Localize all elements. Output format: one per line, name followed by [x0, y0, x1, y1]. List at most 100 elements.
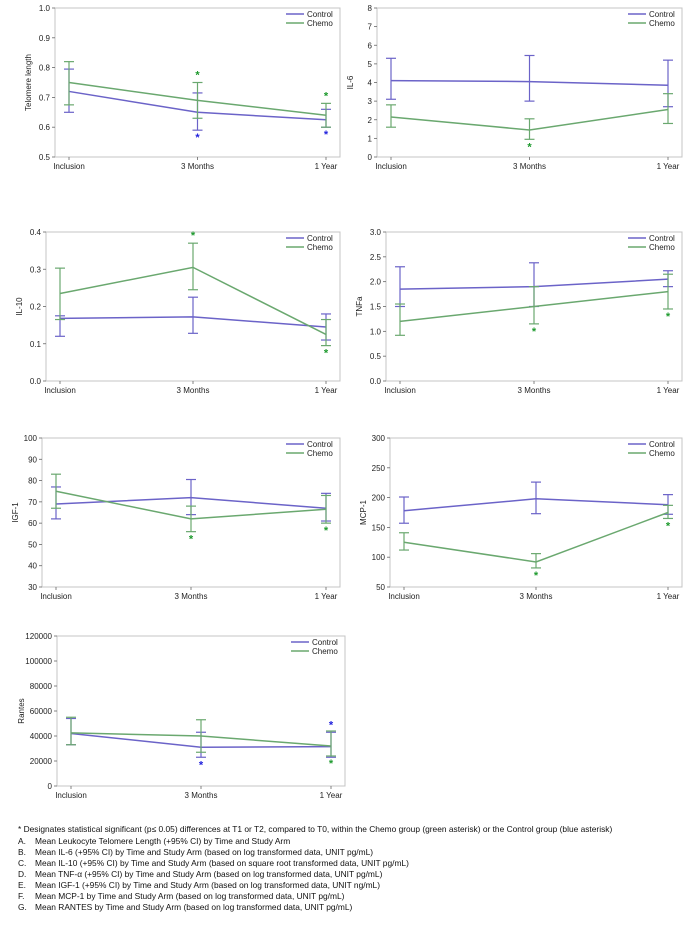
y-tick-label: 0.8	[39, 64, 51, 73]
y-tick-label: 5	[368, 60, 373, 69]
legend-label: Chemo	[307, 449, 333, 458]
legend-label: Chemo	[649, 19, 675, 28]
y-axis-label: IGF-1	[11, 502, 20, 523]
caption-item: A. Mean Leukocyte Telomere Length (+95% C…	[18, 836, 658, 847]
y-axis-label: TNFa	[355, 296, 364, 317]
significance-asterisk: *	[666, 520, 671, 532]
chart-panel-7: 0 20000 40000 60000 80000 100000 120000 Inclusi…	[17, 632, 346, 800]
caption-letter: F.	[18, 891, 25, 901]
x-tick-label: 1 Year	[315, 162, 338, 171]
y-tick-label: 40000	[30, 732, 53, 741]
significance-asterisk: *	[532, 326, 537, 338]
significance-asterisk: *	[666, 311, 671, 323]
y-tick-label: 1.0	[39, 4, 51, 13]
significance-asterisk: *	[527, 141, 532, 153]
chart-panel-3: 0.0 0.1 0.2 0.3 0.4 Inclusion 3 Months 1 Year IL…	[15, 228, 341, 395]
y-tick-label: 80	[28, 477, 37, 486]
y-tick-label: 70	[28, 498, 37, 507]
x-tick-label: Inclusion	[44, 386, 76, 395]
y-tick-label: 0.7	[39, 93, 51, 102]
x-tick-label: 3 Months	[177, 386, 210, 395]
chart-svg: 0.5 0.6 0.7 0.8 0.9 1.0 Inclusion 3 Months 1 Yea…	[11, 4, 683, 800]
legend-label: Control	[649, 234, 675, 243]
y-axis-label: Rantes	[17, 698, 26, 723]
y-tick-label: 6	[368, 41, 373, 50]
x-tick-label: Inclusion	[388, 592, 420, 601]
legend-label: Control	[307, 234, 333, 243]
y-tick-label: 60	[28, 519, 37, 528]
y-tick-label: 20000	[30, 757, 53, 766]
x-tick-label: 3 Months	[185, 791, 218, 800]
x-tick-label: 1 Year	[657, 386, 680, 395]
y-tick-label: 50	[28, 540, 37, 549]
legend-label: Chemo	[649, 449, 675, 458]
y-tick-label: 200	[372, 494, 386, 503]
series-line-chemo	[59, 266, 327, 336]
y-tick-label: 3.0	[370, 228, 382, 237]
significance-asterisk: *	[195, 70, 200, 82]
y-tick-label: 100	[372, 553, 386, 562]
y-tick-label: 0.5	[39, 153, 51, 162]
y-tick-label: 90	[28, 455, 37, 464]
y-tick-label: 30	[28, 583, 37, 592]
y-axis-label: IL-10	[15, 297, 24, 316]
y-tick-label: 0.0	[370, 377, 382, 386]
x-tick-label: 1 Year	[315, 592, 338, 601]
y-tick-label: 60000	[30, 707, 53, 716]
caption-item: F. Mean MCP-1 by Time and Study Arm (base…	[18, 891, 658, 902]
y-axis-label: IL-6	[346, 75, 355, 89]
significance-asterisk: *	[324, 90, 329, 102]
series-line-chemo	[68, 81, 327, 117]
y-tick-label: 250	[372, 464, 386, 473]
y-tick-label: 120000	[25, 632, 52, 641]
caption-letter: B.	[18, 847, 26, 857]
y-tick-label: 2	[368, 116, 373, 125]
y-tick-label: 3	[368, 97, 373, 106]
caption-item: G. Mean RANTES by Time and Study Arm (bas…	[18, 902, 658, 913]
y-tick-label: 0.2	[30, 303, 42, 312]
legend-label: Control	[649, 10, 675, 19]
significance-asterisk: *	[189, 534, 194, 546]
caption-item: E. Mean IGF-1 (+95% CI) by Time and Study…	[18, 880, 658, 891]
chart-panel-6: 50 100 150 200 250 300 Inclusion 3 Months 1 Year…	[359, 434, 683, 601]
caption-text: Mean MCP-1 by Time and Study Arm (based …	[35, 891, 345, 901]
y-tick-label: 2.5	[370, 253, 382, 262]
significance-asterisk: *	[329, 758, 334, 770]
y-tick-label: 8	[368, 4, 373, 13]
caption-item: D. Mean TNF-α (+95% CI) by Time and Study…	[18, 869, 658, 880]
figure-caption: * Designates statistical significant (p≤…	[18, 824, 658, 913]
y-tick-label: 0	[48, 782, 53, 791]
series-line-chemo	[70, 732, 332, 747]
caption-text: Mean IL-6 (+95% CI) by Time and Study Ar…	[35, 847, 374, 857]
legend-label: Chemo	[307, 19, 333, 28]
y-axis-label: MCP-1	[359, 500, 368, 525]
x-tick-label: 1 Year	[657, 162, 680, 171]
series-line-chemo	[403, 511, 669, 563]
caption-item: C. Mean IL-10 (+95% CI) by Time and Study…	[18, 858, 658, 869]
x-tick-label: 1 Year	[657, 592, 680, 601]
y-tick-label: 1.5	[370, 303, 382, 312]
y-tick-label: 80000	[30, 682, 53, 691]
y-tick-label: 0.6	[39, 123, 51, 132]
significance-asterisk: *	[534, 570, 539, 582]
chart-panel-2: 0 1 2 3 4 5 6 7 8 Inclusion 3 Months 1 Year IL-6 * Con…	[346, 4, 683, 171]
caption-text: Mean RANTES by Time and Study Arm (based…	[35, 902, 353, 912]
x-tick-label: Inclusion	[375, 162, 407, 171]
caption-text: Mean TNF-α (+95% CI) by Time and Study A…	[35, 869, 383, 879]
significance-asterisk: *	[199, 759, 204, 771]
caption-text: Mean Leukocyte Telomere Length (+95% CI)…	[35, 836, 291, 846]
caption-letter: C.	[18, 858, 27, 868]
y-tick-label: 50	[376, 583, 385, 592]
caption-item: B. Mean IL-6 (+95% CI) by Time and Study …	[18, 847, 658, 858]
x-tick-label: Inclusion	[53, 162, 85, 171]
significance-asterisk: *	[324, 129, 329, 141]
chart-panel-4: 0.0 0.5 1.0 1.5 2.0 2.5 3.0 Inclusion 3 Months 1 …	[355, 228, 683, 395]
y-tick-label: 7	[368, 23, 373, 32]
y-tick-label: 100	[24, 434, 38, 443]
y-tick-label: 0.0	[30, 377, 42, 386]
y-tick-label: 0.5	[370, 352, 382, 361]
caption-text: Mean IL-10 (+95% CI) by Time and Study A…	[35, 858, 409, 868]
x-tick-label: 3 Months	[520, 592, 553, 601]
x-tick-label: 3 Months	[513, 162, 546, 171]
y-tick-label: 100000	[25, 657, 52, 666]
